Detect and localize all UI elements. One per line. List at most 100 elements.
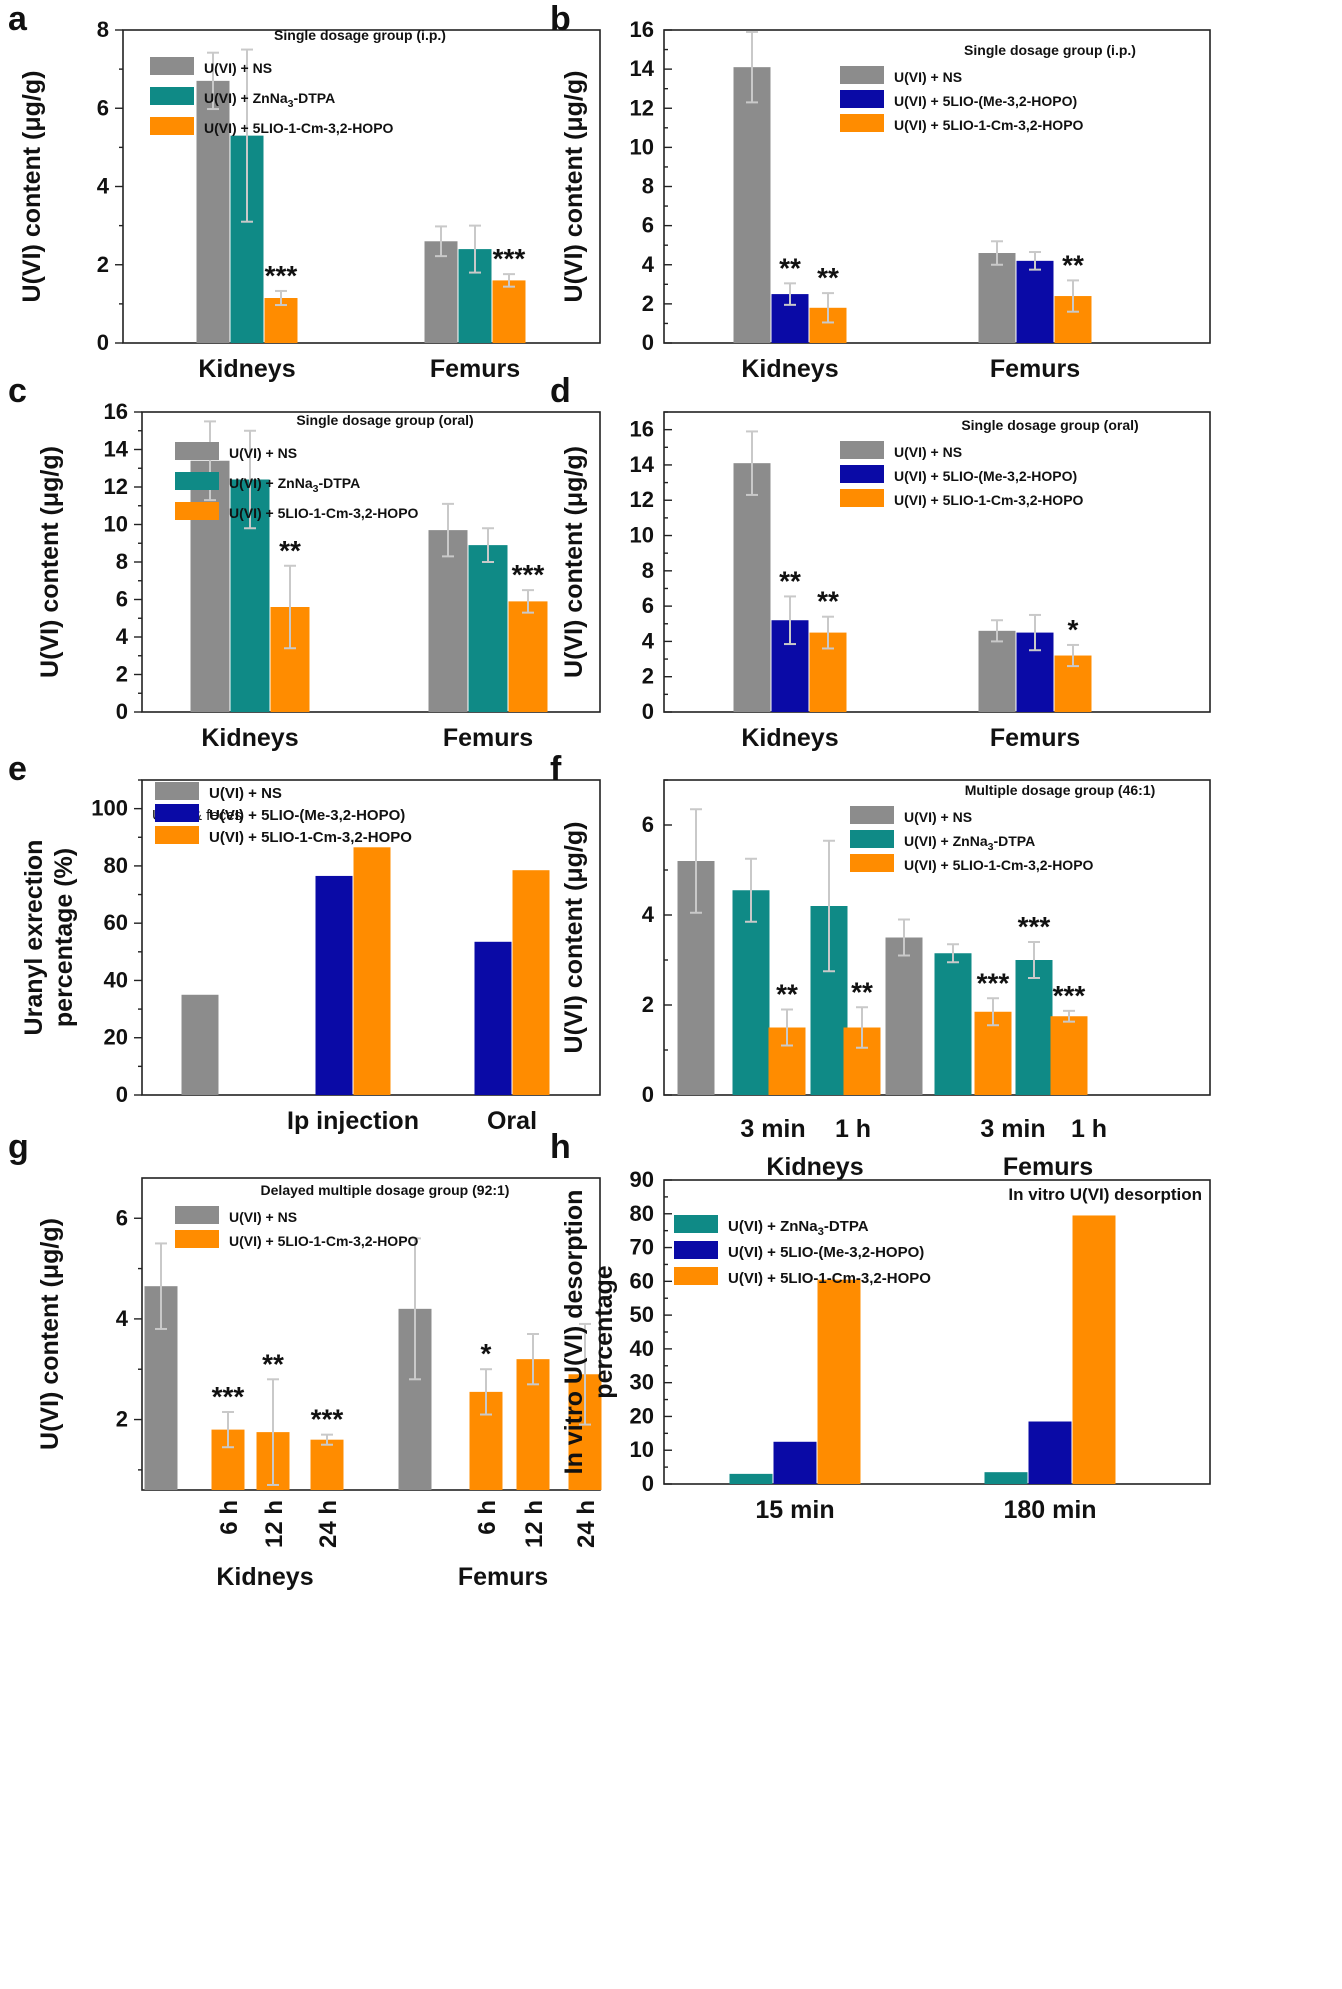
bar: [508, 601, 548, 712]
plot-frame: [122, 29, 601, 344]
y-tick-label: 2: [97, 252, 109, 277]
x-group-label: Kidneys: [766, 1153, 863, 1181]
significance-mark: ***: [977, 967, 1010, 998]
y-tick-label: 14: [630, 56, 655, 81]
bar: [1072, 1215, 1116, 1484]
legend-swatch: [840, 465, 884, 483]
panel-label: b: [550, 0, 571, 38]
x-tick-label: Kidneys: [201, 724, 298, 752]
x-tick-label: 15 min: [755, 1496, 834, 1524]
bar: [978, 630, 1016, 712]
significance-mark: ***: [1053, 980, 1086, 1011]
y-tick-label: 2: [642, 664, 654, 689]
y-axis-label: U(VI) content (μg/g): [560, 446, 588, 678]
legend-label: U(VI) + ZnNa3-DTPA: [204, 90, 335, 110]
y-tick-label: 6: [642, 812, 654, 837]
y-tick-label: 6: [116, 587, 128, 612]
bar: [353, 847, 391, 1095]
legend-title: Single dosage group (i.p.): [964, 42, 1136, 58]
y-tick-label: 4: [642, 902, 655, 927]
y-tick-label: 2: [116, 662, 128, 687]
legend-swatch: [850, 854, 894, 872]
panel-label: a: [8, 0, 28, 38]
bar: [512, 870, 550, 1095]
legend-title: In vitro U(VI) desorption: [1008, 1185, 1202, 1204]
x-tick-label: 6 h: [216, 1500, 243, 1535]
y-tick-label: 10: [104, 512, 128, 537]
y-axis-label: U(VI) content (μg/g): [560, 71, 588, 303]
bar: [424, 241, 458, 343]
y-tick-label: 20: [630, 1403, 654, 1428]
x-group-label: Femurs: [1003, 1153, 1093, 1181]
x-tick-label: Kidneys: [741, 355, 838, 383]
legend-swatch: [175, 472, 219, 490]
y-tick-label: 30: [630, 1370, 654, 1395]
y-tick-label: 4: [97, 174, 110, 199]
panel-label: g: [8, 1128, 29, 1166]
bar: [1015, 960, 1053, 1095]
y-tick-label: 10: [630, 523, 654, 548]
y-tick-label: 0: [97, 330, 109, 355]
chart-panel-h: 0 10 20 30 40 50 60 70 80 90 In vitro U(VI) desorp…: [550, 1128, 1211, 1524]
significance-mark: *: [1068, 614, 1079, 645]
y-tick-label: 90: [630, 1167, 654, 1192]
y-tick-label: 12: [630, 95, 654, 120]
legend-swatch: [840, 66, 884, 84]
y-tick-label: 0: [642, 1082, 654, 1107]
legend-title: Single dosage group (oral): [961, 417, 1138, 433]
bar: [773, 1441, 817, 1484]
y-tick-label: 60: [104, 910, 128, 935]
legend-title: Delayed multiple dosage group (92:1): [261, 1182, 510, 1198]
bar: [428, 530, 468, 712]
legend-label: U(VI) + ZnNa3-DTPA: [728, 1218, 869, 1238]
bar: [196, 80, 230, 344]
x-tick-label: Kidneys: [741, 724, 838, 752]
significance-mark: **: [817, 586, 839, 617]
legend-label: U(VI) + NS: [229, 1209, 297, 1225]
y-tick-label: 0: [642, 699, 654, 724]
legend-label: U(VI) + ZnNa3-DTPA: [904, 833, 1035, 853]
x-tick-label: 1 h: [835, 1115, 871, 1143]
y-tick-label: 6: [116, 1205, 128, 1230]
legend-swatch: [175, 502, 219, 520]
y-axis-label: Uranyl exrection: [20, 840, 48, 1036]
legend-swatch: [840, 441, 884, 459]
legend-swatch: [155, 782, 199, 800]
legend-label: U(VI) + 5LIO-(Me-3,2-HOPO): [894, 468, 1077, 484]
y-tick-label: 8: [642, 174, 654, 199]
legend-swatch: [850, 830, 894, 848]
legend-label: U(VI) + 5LIO-1-Cm-3,2-HOPO: [904, 857, 1094, 873]
panel-label: e: [8, 750, 27, 788]
y-axis-label: U(VI) content (μg/g): [36, 446, 64, 678]
legend-swatch: [175, 442, 219, 460]
bar: [733, 67, 771, 343]
bar: [729, 1473, 773, 1484]
y-tick-label: 4: [116, 624, 129, 649]
y-axis-label: U(VI) content (μg/g): [18, 71, 46, 303]
y-tick-label: 6: [642, 593, 654, 618]
significance-mark: **: [779, 565, 801, 596]
legend-label: U(VI) + NS: [204, 60, 272, 76]
panel-label: d: [550, 372, 571, 410]
legend-swatch: [674, 1241, 718, 1259]
legend-swatch: [150, 87, 194, 105]
bar: [492, 280, 526, 343]
legend-swatch: [850, 806, 894, 824]
legend-label: U(VI) + 5LIO-1-Cm-3,2-HOPO: [204, 120, 394, 136]
significance-mark: **: [1062, 249, 1084, 280]
bar: [468, 545, 508, 712]
x-tick-label: Ip injection: [287, 1107, 419, 1135]
legend-label: U(VI) + 5LIO-1-Cm-3,2-HOPO: [209, 829, 412, 846]
panel-label: h: [550, 1128, 571, 1166]
y-axis-label: percentage (%): [50, 848, 78, 1027]
significance-mark: ***: [512, 559, 545, 590]
x-tick-label: 180 min: [1003, 1496, 1096, 1524]
y-tick-label: 60: [630, 1268, 654, 1293]
significance-mark: **: [776, 979, 798, 1010]
bar: [732, 890, 770, 1095]
legend-label: U(VI) + 5LIO-1-Cm-3,2-HOPO: [894, 117, 1084, 133]
y-axis-label: In vitro U(VI) desorption: [560, 1190, 588, 1475]
plot-frame: [663, 411, 1211, 713]
y-tick-label: 6: [97, 95, 109, 120]
